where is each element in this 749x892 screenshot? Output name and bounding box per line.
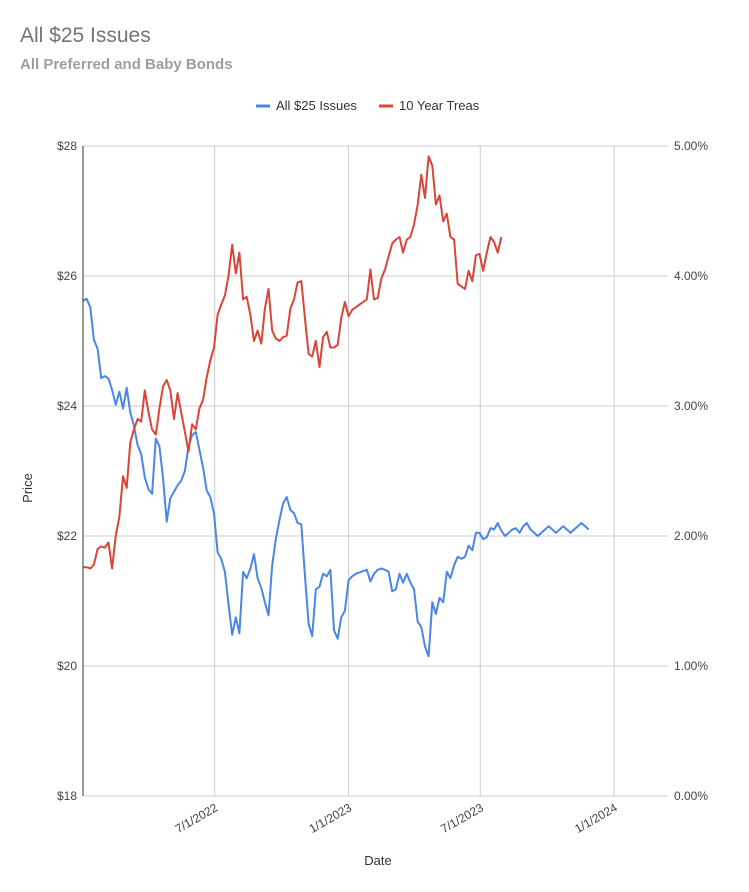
y-tick-label: $26: [57, 269, 77, 283]
x-gridlines: [214, 146, 615, 796]
y-tick-label: $18: [57, 789, 77, 803]
y2-tick-label: 2.00%: [674, 529, 708, 543]
gridlines: [83, 145, 668, 797]
y-axis-title: Price: [20, 473, 35, 503]
x-tick-label: 1/1/2024: [572, 800, 620, 836]
legend: All $25 Issues 10 Year Treas: [256, 98, 480, 113]
y2-tick-label: 4.00%: [674, 269, 708, 283]
x-tick-label: 7/1/2022: [173, 800, 221, 836]
y-tick-label: $20: [57, 659, 77, 673]
legend-label-all-25: All $25 Issues: [276, 98, 357, 113]
legend-label-10yr: 10 Year Treas: [399, 98, 480, 113]
x-axis-ticks: 7/1/2022 1/1/2023 7/1/2023 1/1/2024: [173, 800, 620, 836]
series-line-10-year-treas: [83, 155, 503, 570]
chart-title: All $25 Issues: [20, 24, 151, 47]
x-tick-label: 7/1/2023: [438, 800, 486, 836]
series-lines: [82, 155, 590, 658]
chart-subtitle: All Preferred and Baby Bonds: [20, 56, 233, 73]
y-tick-label: $22: [57, 529, 77, 543]
y2-tick-label: 1.00%: [674, 659, 708, 673]
x-axis-title: Date: [364, 853, 391, 868]
x-tick-label: 1/1/2023: [307, 800, 355, 836]
y2-tick-label: 3.00%: [674, 399, 708, 413]
right-axis-ticks: 0.00% 1.00% 2.00% 3.00% 4.00% 5.00%: [674, 139, 708, 803]
series-line-all-25-issues: [82, 297, 590, 658]
y2-tick-label: 0.00%: [674, 789, 708, 803]
y2-tick-label: 5.00%: [674, 139, 708, 153]
y-tick-label: $24: [57, 399, 77, 413]
y-tick-label: $28: [57, 139, 77, 153]
left-axis-ticks: $18 $20 $22 $24 $26 $28: [57, 139, 77, 803]
